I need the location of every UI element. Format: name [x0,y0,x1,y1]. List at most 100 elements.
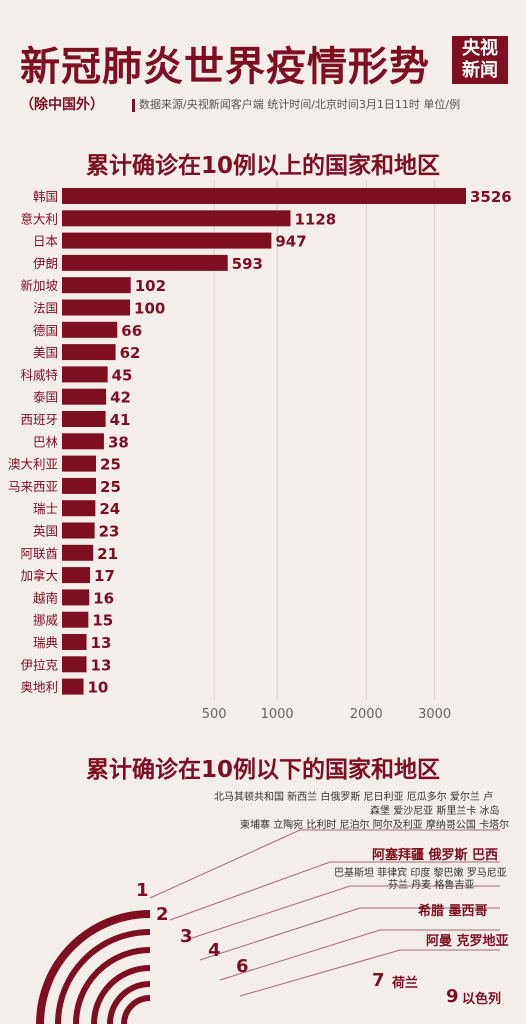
value-label: 38 [108,433,129,451]
value-label: 15 [92,612,113,630]
country-names: 北马其顿共和国 新西兰 白俄罗斯 尼日利亚 厄瓜多尔 爱尔兰 卢 [214,792,494,803]
country-names: 阿塞拜疆 俄罗斯 巴西 [372,848,499,863]
value-label: 45 [112,366,133,384]
category-label: 伊朗 [33,256,58,271]
leader-line [199,907,500,961]
source-text: 数据来源/央视新闻客户端 统计时间/北京时间3月1日11时 单位/例 [139,98,461,111]
x-tick-label: 3000 [418,707,451,722]
category-label: 法国 [33,301,58,316]
value-label: 10 [88,679,109,697]
arc-band [91,965,151,1024]
leader-line [219,929,500,981]
category-label: 巴林 [33,434,59,449]
value-label: 21 [97,545,118,563]
category-label: 越南 [33,590,58,605]
country-names: 荷兰 [392,976,419,991]
logo-line1: 央视 [462,38,498,59]
value-label: 25 [100,456,121,474]
category-label: 日本 [33,234,59,249]
source-note: 数据来源/央视新闻客户端 统计时间/北京时间3月1日11时 单位/例 [132,96,460,112]
group-count-2: 2 [156,904,169,925]
x-tick-label: 1000 [261,707,294,722]
category-label: 科威特 [20,367,58,382]
bar [62,277,131,294]
category-label: 英国 [33,524,58,539]
page-subtitle: （除中国外） [20,97,104,113]
section-title-lower: 累计确诊在10例以下的国家和地区 [85,757,440,783]
arc-band [107,981,151,1024]
value-label: 62 [120,344,141,362]
bar [62,188,466,204]
value-label: 24 [99,500,120,518]
value-label: 13 [91,634,112,652]
bar [62,411,106,427]
x-tick-label: 2000 [350,707,383,722]
group-count-4: 4 [208,940,221,961]
bar [62,611,89,628]
value-label: 25 [100,478,121,496]
leader-line [185,885,500,941]
bar [62,344,116,361]
category-label: 意大利 [20,211,58,226]
bar [62,210,291,227]
group-count-1: 1 [136,880,149,901]
category-label: 马来西亚 [8,479,58,494]
arc-diagram [36,829,500,1024]
section-title-upper: 累计确诊在10例以上的国家和地区 [85,153,440,179]
category-label: 韩国 [33,189,58,204]
x-tick-label: 500 [202,707,227,722]
category-label: 奥地利 [20,680,58,695]
bar [62,388,107,405]
value-label: 17 [94,567,115,585]
country-names: 阿曼 克罗地亚 [426,934,509,949]
arc-band [73,947,151,1024]
leader-line [239,949,500,997]
value-label: 66 [121,322,142,340]
bar [62,455,97,472]
country-names: 希腊 墨西哥 [418,904,488,919]
group-count-9: 9 [446,986,459,1007]
arc-band [121,995,151,1024]
bar [62,634,87,650]
lower-groups: 1 2 3 4 6 7 9 北马其顿共和国 新西兰 白俄罗斯 尼日利亚 厄瓜多尔 爱尔兰 卢森… [0,780,526,1024]
category-label: 阿联酋 [20,546,58,561]
category-label: 加拿大 [20,568,58,583]
bar-chart: 500 1000 2000 3000 韩国 3526 意大利 1128 日本 947 伊朗 593 新加… [8,180,512,722]
bar [62,656,87,673]
category-label: 瑞典 [33,635,58,650]
arc-band [55,929,151,1024]
value-label: 102 [135,277,166,295]
country-names: 巴基斯坦 菲律宾 印度 黎巴嫩 罗马尼亚 [334,868,507,879]
bar [62,522,95,539]
group-count-3: 3 [180,926,193,947]
group-count-6: 6 [236,956,249,977]
page-title: 新冠肺炎世界疫情形势 [20,44,430,90]
value-label: 593 [232,255,263,273]
country-names: 以色列 [462,992,502,1007]
bar [62,433,104,450]
value-label: 42 [110,389,131,407]
country-names: 芬兰 丹麦 格鲁吉亚 [388,880,475,891]
category-label: 美国 [33,345,58,360]
group-count-7: 7 [372,970,385,991]
bar [62,500,96,517]
category-label: 德国 [33,323,58,338]
category-label: 瑞士 [33,501,58,516]
value-label: 41 [110,411,131,429]
leader-line [149,829,500,899]
value-label: 3526 [470,188,512,206]
value-label: 13 [91,656,112,674]
bar [62,567,91,584]
bar [62,544,94,561]
value-label: 100 [134,300,165,318]
logo-line2: 新闻 [462,60,498,81]
value-label: 947 [275,233,306,251]
value-label: 1128 [295,210,337,228]
category-label: 西班牙 [20,412,58,427]
bar [62,678,84,695]
category-label: 新加坡 [20,278,58,293]
bar [62,321,118,338]
arc-band [36,910,151,1024]
value-label: 16 [93,589,114,607]
bar [62,232,272,249]
